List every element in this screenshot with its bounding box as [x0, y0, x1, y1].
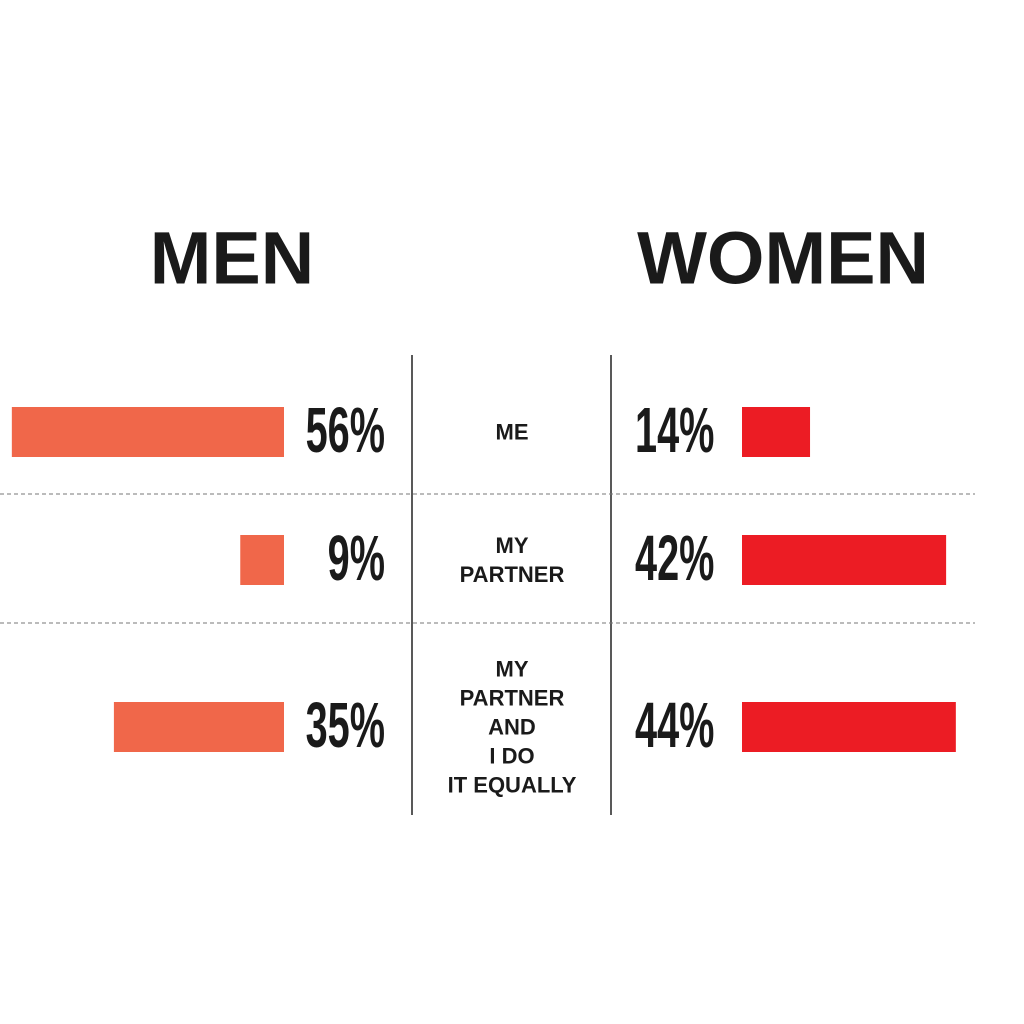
category-label: MY PARTNER — [459, 533, 565, 587]
bar — [113, 702, 285, 752]
series-title: MEN — [150, 217, 314, 300]
value-label: 9% — [328, 523, 385, 594]
bar — [742, 535, 947, 585]
bar — [240, 535, 284, 585]
bar — [742, 407, 811, 457]
category-label: ME — [495, 419, 529, 445]
series-title: WOMEN — [637, 217, 929, 300]
value-label: 44% — [635, 690, 714, 761]
value-label: 14% — [635, 395, 714, 466]
value-label: 42% — [635, 523, 714, 594]
category-label: MY PARTNER AND I DO IT EQUALLY — [447, 656, 577, 798]
bar — [742, 702, 956, 752]
bar — [11, 407, 285, 457]
value-label: 35% — [306, 690, 385, 761]
value-label: 56% — [306, 395, 385, 466]
